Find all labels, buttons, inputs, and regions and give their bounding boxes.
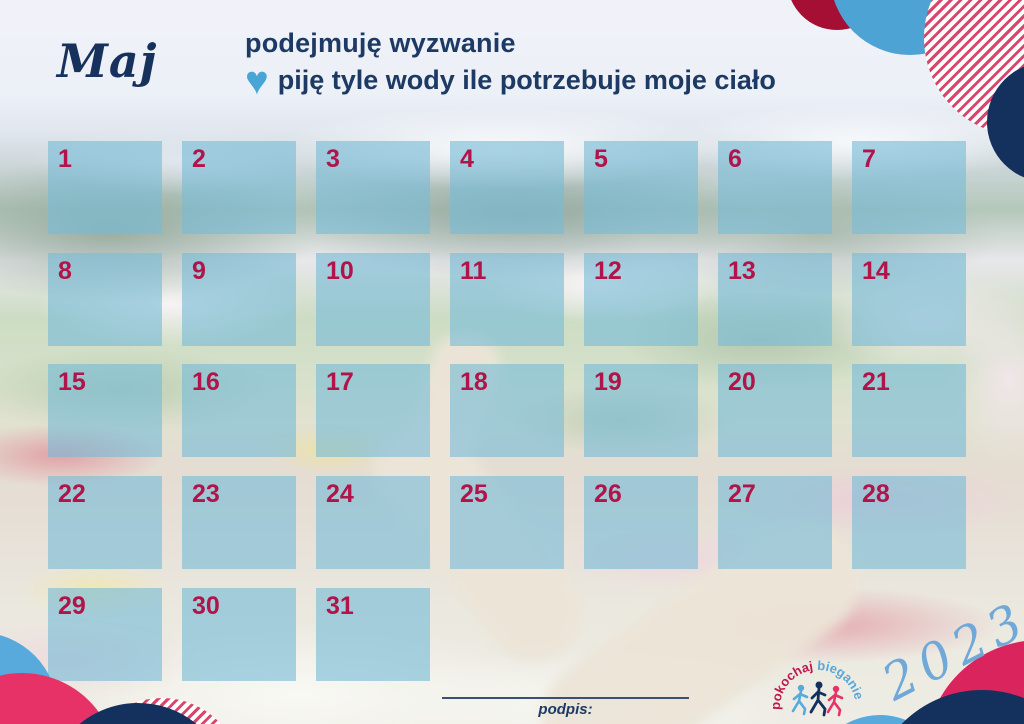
day-cell[interactable]: 8 bbox=[48, 252, 162, 346]
runner-icon bbox=[826, 685, 844, 717]
day-number: 6 bbox=[728, 145, 742, 173]
day-number: 12 bbox=[594, 256, 622, 285]
day-cell[interactable]: 12 bbox=[584, 252, 698, 346]
day-cell[interactable]: 22 bbox=[48, 476, 162, 570]
calendar-grid: 1 2 3 4 5 6 7 8 9 10 bbox=[48, 141, 966, 681]
day-number: 18 bbox=[460, 368, 488, 397]
day-number: 28 bbox=[862, 480, 890, 509]
day-number: 22 bbox=[58, 480, 86, 509]
day-number: 1 bbox=[58, 145, 72, 173]
day-number: 5 bbox=[594, 145, 608, 173]
day-cell[interactable]: 25 bbox=[450, 476, 564, 570]
day-cell[interactable]: 2 bbox=[182, 141, 296, 234]
day-number: 3 bbox=[326, 145, 340, 173]
day-number: 21 bbox=[862, 368, 890, 397]
runner-icon bbox=[809, 681, 827, 717]
day-cell[interactable]: 20 bbox=[718, 364, 832, 458]
day-number: 15 bbox=[58, 368, 86, 397]
day-cell[interactable]: 21 bbox=[852, 364, 966, 458]
day-number: 19 bbox=[594, 368, 622, 397]
day-cell[interactable]: 7 bbox=[852, 141, 966, 234]
day-number: 31 bbox=[326, 591, 354, 620]
day-cell[interactable]: 15 bbox=[48, 364, 162, 458]
challenge-line1: podejmuję wyzwanie bbox=[245, 28, 516, 58]
day-number: 7 bbox=[862, 145, 876, 173]
day-cell[interactable]: 1 bbox=[48, 141, 162, 234]
day-cell[interactable]: 13 bbox=[718, 252, 832, 346]
challenge-line2-row: ♥ piję tyle wody ile potrzebuje moje cia… bbox=[245, 58, 776, 103]
day-cell[interactable]: 5 bbox=[584, 141, 698, 234]
day-cell[interactable]: 9 bbox=[182, 252, 296, 346]
day-number: 29 bbox=[58, 591, 86, 620]
day-number: 24 bbox=[326, 480, 354, 509]
day-number: 4 bbox=[460, 145, 474, 173]
day-number: 27 bbox=[728, 480, 756, 509]
day-cell[interactable]: 27 bbox=[718, 476, 832, 570]
runner-icon bbox=[791, 684, 809, 716]
day-cell[interactable]: 18 bbox=[450, 364, 564, 458]
day-cell[interactable]: 17 bbox=[316, 364, 430, 458]
day-cell[interactable]: 3 bbox=[316, 141, 430, 234]
signature-line bbox=[442, 697, 689, 699]
day-number: 23 bbox=[192, 480, 220, 509]
pokochaj-bieganie-logo: pokochaj bieganie bbox=[770, 658, 866, 717]
day-number: 13 bbox=[728, 256, 756, 285]
signature-label: podpis: bbox=[538, 701, 593, 718]
day-cell[interactable]: 16 bbox=[182, 364, 296, 458]
day-cell[interactable]: 30 bbox=[182, 587, 296, 681]
day-cell[interactable]: 23 bbox=[182, 476, 296, 570]
day-number: 10 bbox=[326, 256, 354, 285]
day-cell[interactable]: 24 bbox=[316, 476, 430, 570]
day-cell[interactable]: 19 bbox=[584, 364, 698, 458]
day-number: 20 bbox=[728, 368, 756, 397]
day-number: 9 bbox=[192, 256, 206, 285]
day-number: 17 bbox=[326, 368, 354, 397]
day-number: 30 bbox=[192, 591, 220, 620]
day-cell[interactable]: 14 bbox=[852, 252, 966, 346]
challenge-header: podejmuję wyzwanie ♥ piję tyle wody ile … bbox=[245, 28, 776, 103]
day-cell[interactable]: 26 bbox=[584, 476, 698, 570]
challenge-line2: piję tyle wody ile potrzebuje moje ciało bbox=[277, 65, 776, 95]
decor-circle-bottomright-lightblue bbox=[810, 715, 950, 724]
day-cell[interactable]: 6 bbox=[718, 141, 832, 234]
day-number: 8 bbox=[58, 256, 72, 285]
heart-icon: ♥ bbox=[245, 58, 269, 103]
day-cell[interactable]: 4 bbox=[450, 141, 564, 234]
day-cell[interactable]: 11 bbox=[450, 252, 564, 346]
month-title: Maj bbox=[57, 34, 158, 88]
day-cell[interactable]: 28 bbox=[852, 476, 966, 570]
day-cell[interactable]: 31 bbox=[316, 587, 430, 681]
day-cell[interactable]: 29 bbox=[48, 587, 162, 681]
day-number: 25 bbox=[460, 480, 488, 509]
day-number: 26 bbox=[594, 480, 622, 509]
day-number: 2 bbox=[192, 145, 206, 173]
day-number: 11 bbox=[460, 256, 487, 285]
day-number: 16 bbox=[192, 368, 220, 397]
day-number: 14 bbox=[862, 256, 890, 285]
logo-text-pokochaj: pokochaj bbox=[770, 658, 814, 710]
day-cell[interactable]: 10 bbox=[316, 252, 430, 346]
